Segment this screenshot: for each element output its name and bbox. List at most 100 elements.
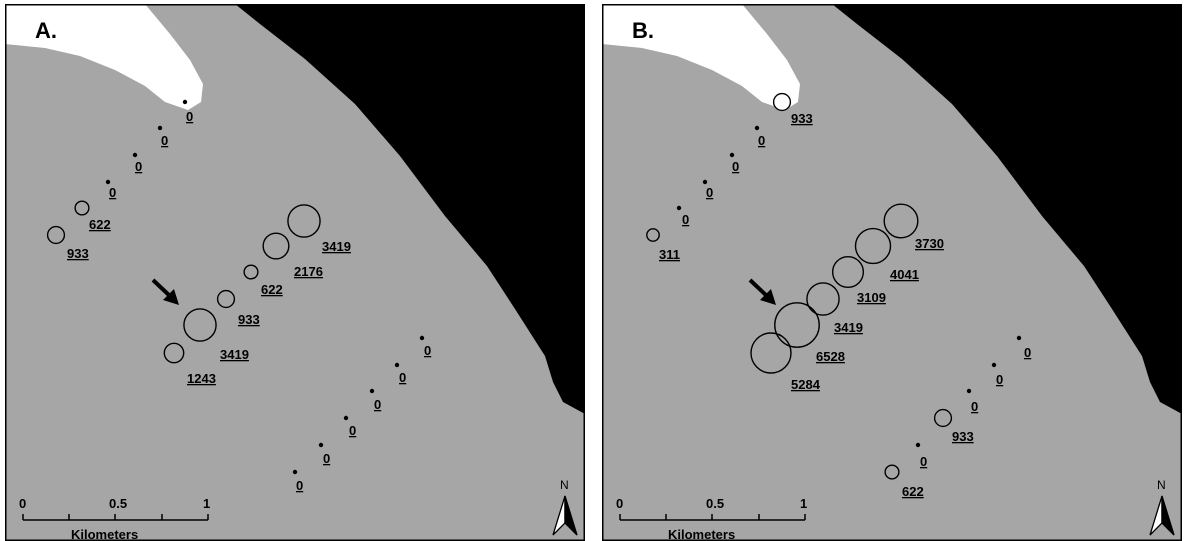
sample-station-circle	[343, 415, 349, 421]
white-landmass	[5, 4, 203, 110]
panel-frame	[602, 4, 1182, 541]
dark-landmass	[190, 4, 585, 414]
sample-station-circle	[729, 152, 735, 158]
north-label: N	[1157, 478, 1166, 492]
station-count-label: 0	[374, 397, 381, 412]
station-count-label: 3419	[322, 239, 351, 254]
station-count-label: 0	[971, 399, 978, 414]
sample-station-circle	[774, 302, 820, 348]
sample-station-circle	[262, 232, 290, 260]
arrow-shaft	[151, 278, 173, 299]
sample-station-circle	[74, 200, 90, 216]
station-count-label: 3730	[915, 236, 944, 251]
station-count-label: 933	[952, 429, 974, 444]
arrow-shaft	[748, 278, 770, 299]
station-count-label: 0	[758, 133, 765, 148]
station-count-label: 3109	[857, 290, 886, 305]
sample-station-circle	[646, 228, 660, 242]
station-count-label: 3419	[220, 347, 249, 362]
sample-station-circle	[991, 362, 997, 368]
station-count-label: 2176	[294, 264, 323, 279]
sample-station-circle	[163, 342, 185, 364]
sample-station-circle	[287, 204, 321, 238]
station-count-label: 0	[424, 343, 431, 358]
sample-station-circle	[216, 289, 236, 309]
station-count-label: 0	[920, 454, 927, 469]
map-canvas: B. 933 0 0 0 0 311 3730 4041 3109 3419 6528 5284 0 0 0 9…	[602, 4, 1182, 541]
station-count-label: 0	[296, 478, 303, 493]
station-count-label: 0	[186, 109, 193, 124]
sample-station-circle	[702, 179, 708, 185]
sample-station-circle	[292, 469, 298, 475]
station-count-label: 0	[161, 133, 168, 148]
sample-station-circle	[157, 125, 163, 131]
sample-station-circle	[394, 362, 400, 368]
sample-station-circle	[750, 332, 792, 374]
sample-station-circle	[854, 227, 892, 265]
sample-station-circle	[831, 255, 865, 289]
station-count-label: 5284	[791, 377, 821, 392]
scale-tick-label: 1	[800, 496, 807, 511]
station-count-label: 311	[659, 247, 680, 262]
arrow-head	[760, 289, 776, 305]
station-count-label: 0	[732, 159, 739, 174]
panel-label: B.	[632, 18, 654, 43]
station-count-label: 0	[349, 423, 356, 438]
pointer-arrow	[151, 278, 179, 305]
station-count-label: 0	[682, 212, 689, 227]
sample-station-circle	[243, 264, 259, 280]
sample-station-circle	[806, 282, 840, 316]
sample-station-circle	[132, 152, 138, 158]
station-count-label: 622	[89, 217, 111, 232]
white-landmass	[602, 4, 800, 110]
sample-station-circle	[883, 203, 919, 239]
station-count-label: 0	[109, 185, 116, 200]
station-count-label: 933	[67, 246, 89, 261]
scale-tick-label: 0	[19, 496, 26, 511]
station-count-label: 1243	[187, 371, 216, 386]
scale-unit-label: Kilometers	[668, 527, 735, 541]
sample-station-circle	[1016, 335, 1022, 341]
arrow-head	[163, 289, 179, 305]
north-arrow-right	[564, 495, 578, 536]
station-count-label: 4041	[890, 267, 919, 282]
sample-station-circle	[183, 308, 217, 342]
station-count-label: 0	[996, 372, 1003, 387]
sample-station-circle	[933, 408, 953, 428]
north-arrow-right	[1161, 495, 1175, 536]
north-arrow: N	[552, 478, 578, 536]
pointer-arrow	[748, 278, 776, 305]
scale-tick-label: 0.5	[706, 496, 724, 511]
station-count-label: 0	[135, 159, 142, 174]
sample-station-circle	[915, 442, 921, 448]
scale-bar: 0 0.5 1 Kilometers	[19, 496, 210, 541]
scale-unit-label: Kilometers	[71, 527, 138, 541]
sample-station-circle	[46, 225, 66, 245]
scale-tick-label: 0.5	[109, 496, 127, 511]
station-count-label: 622	[902, 484, 924, 499]
panel-frame	[5, 4, 585, 541]
sample-station-circle	[966, 388, 972, 394]
sample-station-circle	[754, 125, 760, 131]
scale-tick-label: 0	[616, 496, 623, 511]
map-panel-b: B. 933 0 0 0 0 311 3730 4041 3109 3419 6528 5284 0 0 0 9…	[602, 4, 1182, 541]
north-arrow: N	[1149, 478, 1175, 536]
scale-bar: 0 0.5 1 Kilometers	[616, 496, 807, 541]
sample-station-circle	[772, 92, 792, 112]
sample-station-circle	[419, 335, 425, 341]
sample-station-circle	[182, 99, 188, 105]
sample-station-circle	[105, 179, 111, 185]
station-count-label: 0	[323, 451, 330, 466]
station-count-label: 0	[1024, 345, 1031, 360]
dark-landmass	[787, 4, 1182, 414]
station-count-label: 622	[261, 282, 283, 297]
scale-tick-label: 1	[203, 496, 210, 511]
north-label: N	[560, 478, 569, 492]
station-count-label: 0	[706, 185, 713, 200]
sample-station-circle	[884, 464, 900, 480]
station-count-label: 3419	[834, 320, 863, 335]
station-count-label: 6528	[816, 349, 845, 364]
station-count-label: 933	[791, 111, 813, 126]
sample-station-circle	[369, 388, 375, 394]
